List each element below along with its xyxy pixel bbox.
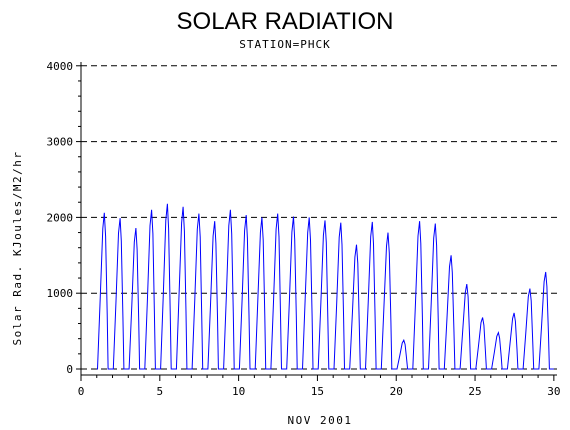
chart-subtitle: STATION=PHCK xyxy=(239,38,330,51)
y-tick-label: 3000 xyxy=(47,136,74,149)
y-axis-label: Solar Rad. KJoules/M2/hr xyxy=(11,151,24,346)
y-axis-ticks: 0 1000 2000 3000 4000 xyxy=(47,60,81,376)
y-tick-label: 4000 xyxy=(47,60,74,73)
y-tick-label: 2000 xyxy=(47,211,74,224)
y-tick-label: 1000 xyxy=(47,287,74,300)
chart-title: SOLAR RADIATION xyxy=(177,8,394,35)
y-tick-label: 0 xyxy=(66,363,73,376)
x-axis-label: NOV 2001 xyxy=(288,414,353,427)
x-axis-ticks: 0 5 10 15 20 25 30 xyxy=(78,375,560,398)
x-tick-label: 30 xyxy=(547,385,560,398)
x-tick-label: 15 xyxy=(311,385,324,398)
x-tick-label: 25 xyxy=(468,385,481,398)
series-group xyxy=(96,203,554,370)
axes xyxy=(80,62,557,376)
x-tick-label: 5 xyxy=(156,385,163,398)
x-tick-label: 0 xyxy=(78,385,85,398)
x-tick-label: 20 xyxy=(390,385,403,398)
solar-radiation-series xyxy=(96,203,554,370)
x-tick-label: 10 xyxy=(232,385,245,398)
